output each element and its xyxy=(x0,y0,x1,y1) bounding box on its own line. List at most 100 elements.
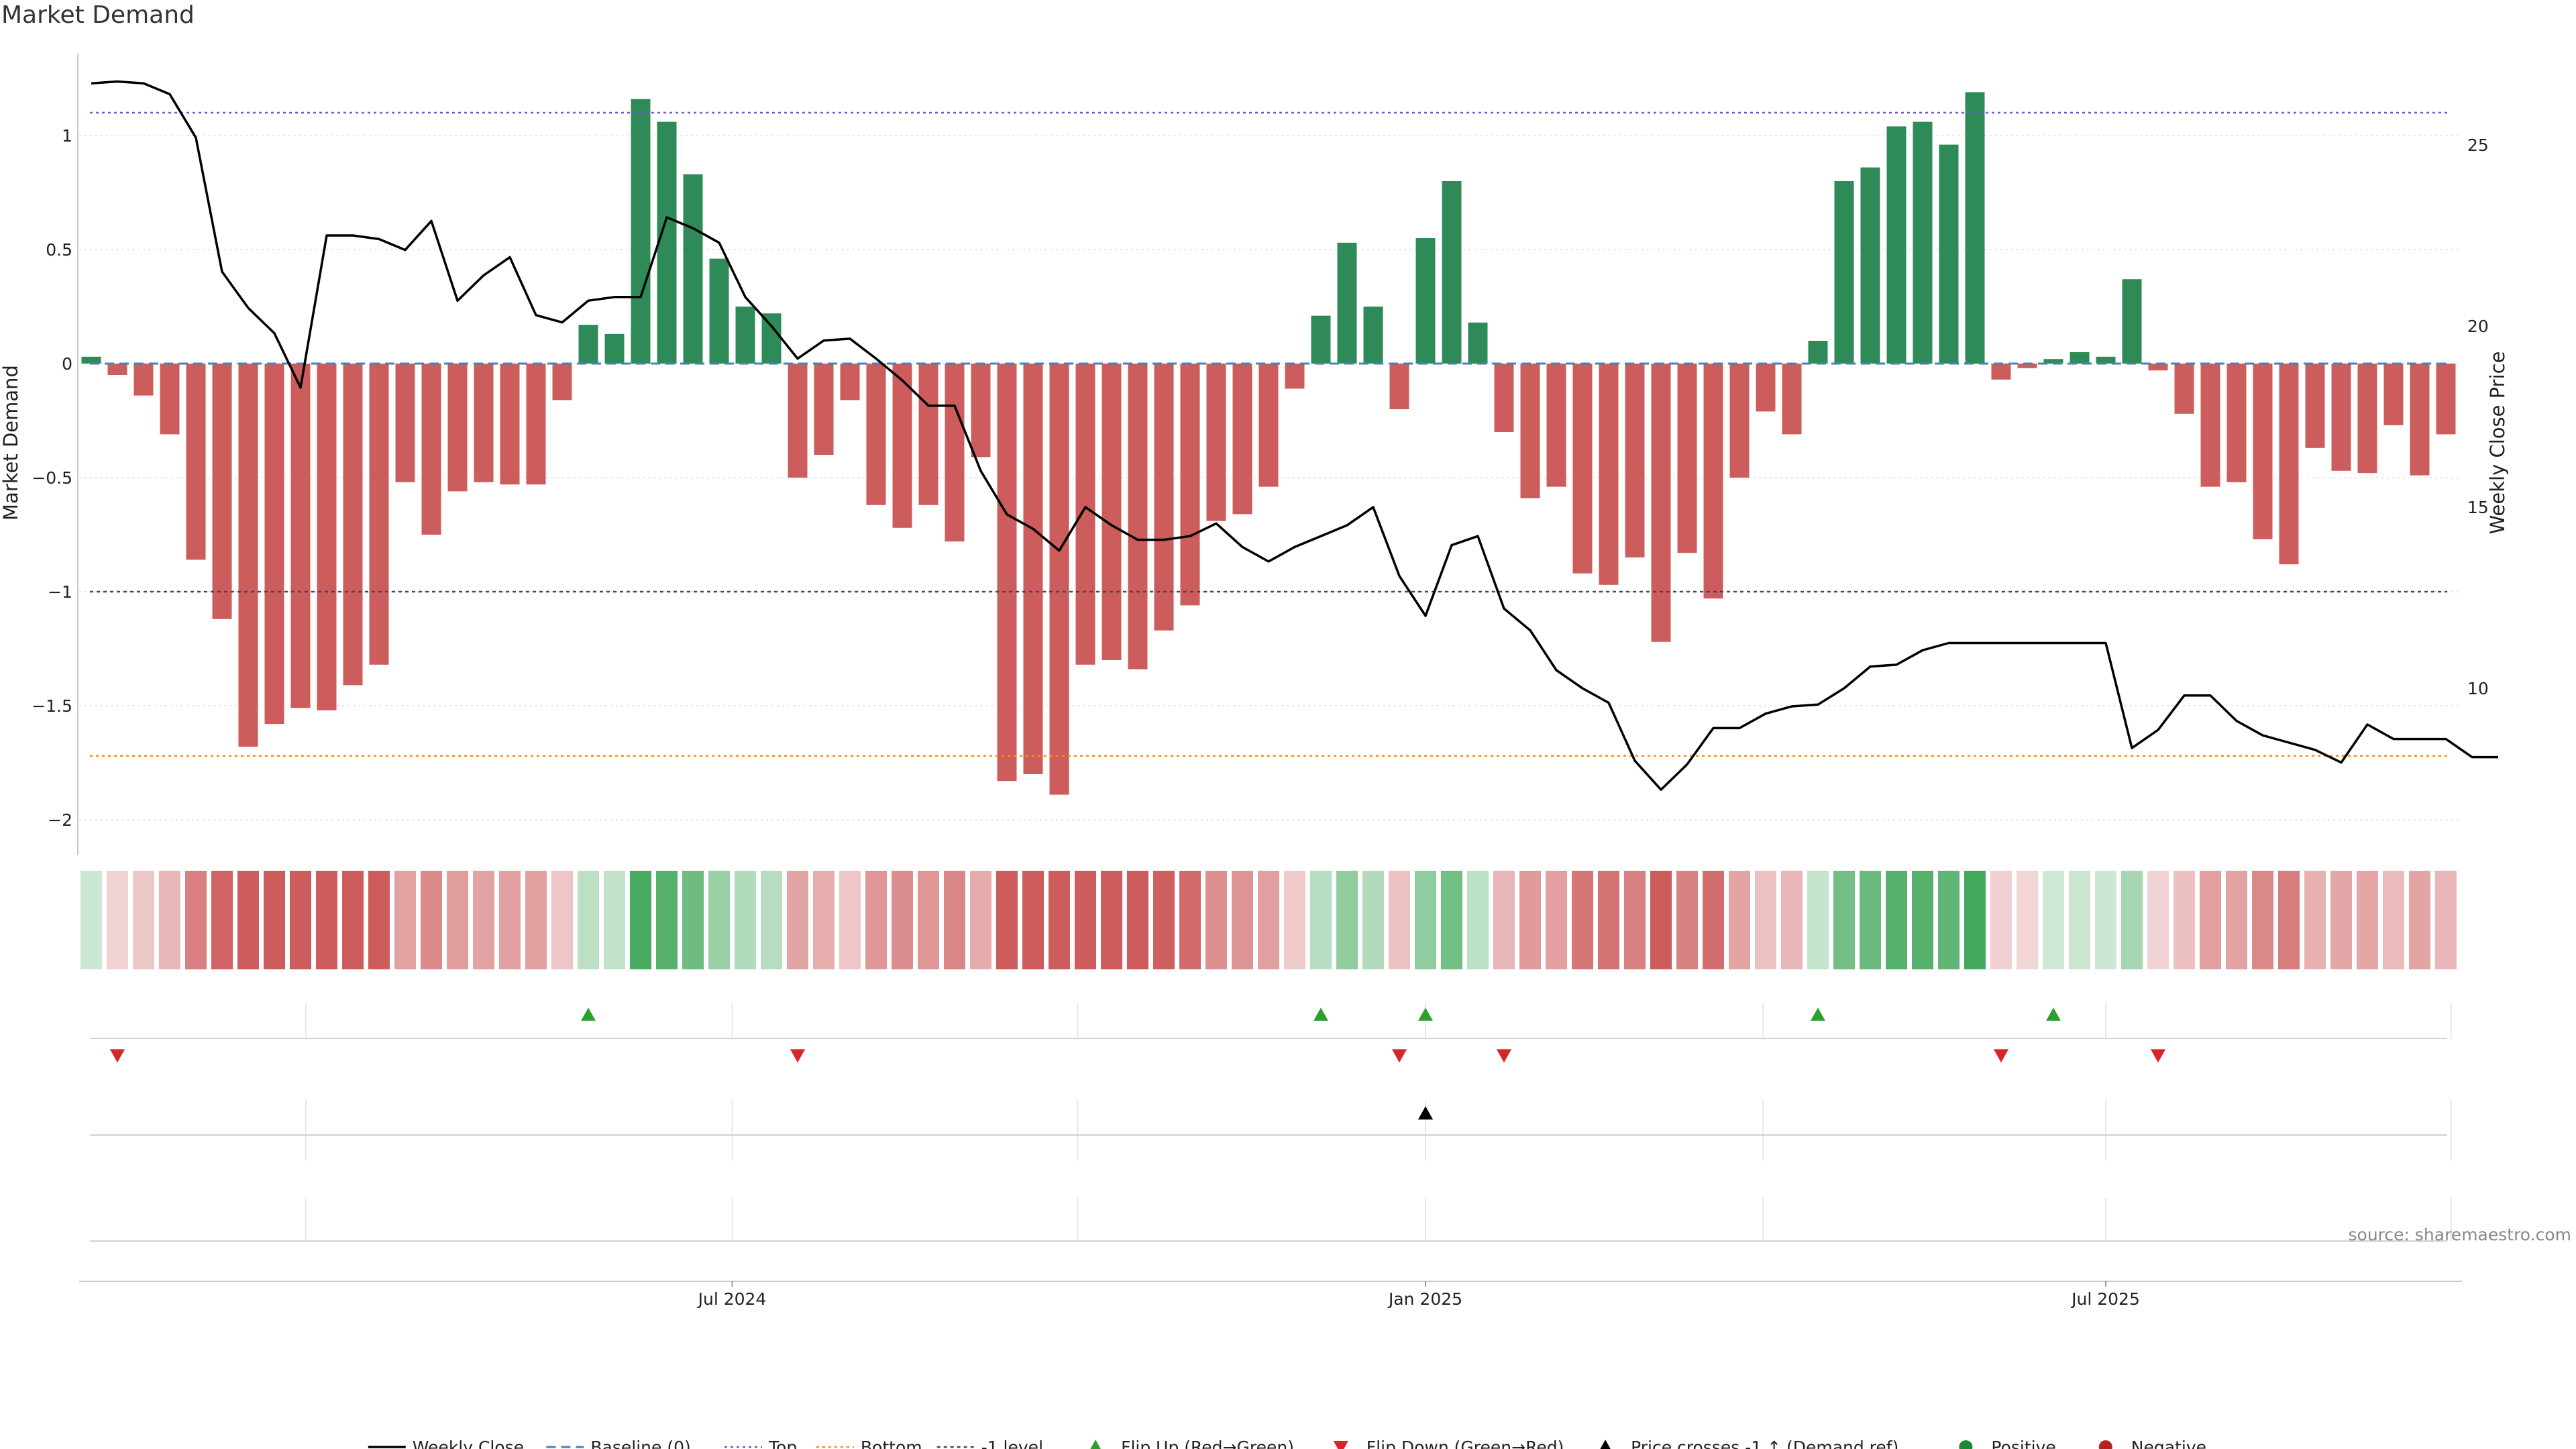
y-tick-label-right: 10 xyxy=(2467,679,2489,698)
heat-cell xyxy=(473,871,494,969)
flip-down-marker xyxy=(790,1049,805,1063)
heat-cell xyxy=(2095,871,2116,969)
demand-bar-negative xyxy=(1494,364,1514,432)
demand-bar-negative xyxy=(2436,364,2456,435)
flip-up-marker xyxy=(1418,1008,1433,1021)
demand-bar-negative xyxy=(2148,364,2168,371)
chart-title: Market Demand xyxy=(1,1,195,29)
demand-bar-negative xyxy=(1180,364,1200,606)
flip-up-marker xyxy=(1811,1008,1825,1021)
heat-cell xyxy=(813,871,835,969)
heat-cell xyxy=(1755,871,1776,969)
demand-bar-negative xyxy=(1756,364,1776,412)
demand-bar-positive xyxy=(2122,279,2142,364)
y-tick-label-right: 25 xyxy=(2467,136,2489,155)
demand-bar-positive xyxy=(735,307,755,364)
heat-cell xyxy=(2174,871,2195,969)
demand-bar-negative xyxy=(997,364,1017,782)
heat-cell xyxy=(604,871,625,969)
heat-cell xyxy=(1650,871,1672,969)
heat-cell xyxy=(1258,871,1279,969)
demand-bar-negative xyxy=(1285,364,1305,389)
demand-bar-positive xyxy=(1442,181,1462,364)
demand-bar-negative xyxy=(2305,364,2325,448)
heat-cell xyxy=(2200,871,2221,969)
price-line-layer xyxy=(91,80,2498,791)
demand-bar-positive xyxy=(761,313,782,364)
heat-cell xyxy=(211,871,233,969)
heat-strip xyxy=(80,871,2457,969)
y-tick-label-left: −1 xyxy=(48,582,72,602)
demand-bar-negative xyxy=(395,364,415,482)
heat-cell xyxy=(2252,871,2273,969)
demand-bar-negative xyxy=(264,364,284,724)
demand-bar-positive xyxy=(1415,238,1436,364)
heat-cell xyxy=(656,871,678,969)
heat-cell xyxy=(761,871,782,969)
heat-cell xyxy=(578,871,599,969)
demand-bar-negative xyxy=(1729,364,1750,478)
demand-bar-negative xyxy=(186,364,206,560)
heat-cell xyxy=(368,871,390,969)
heat-cell xyxy=(1886,871,1907,969)
legend-item-negative: Negative xyxy=(2098,1438,2206,1449)
demand-bar-negative xyxy=(1677,364,1697,553)
heat-cell xyxy=(421,871,442,969)
heat-cell xyxy=(342,871,364,969)
legend-swatch xyxy=(1333,1441,1348,1449)
demand-bar-positive xyxy=(657,121,677,364)
demand-bar-positive xyxy=(631,99,651,364)
heat-cell xyxy=(133,871,154,969)
demand-bar-negative xyxy=(160,364,180,435)
axes: 1 0.5 0 −0.5 −1 −1.5 −2 25 20 15 10 Jul 2024 Jan 202… xyxy=(32,54,2489,1309)
heat-cell xyxy=(1781,871,1803,969)
legend-swatch xyxy=(2098,1440,2112,1449)
heat-cell xyxy=(787,871,808,969)
heat-cell xyxy=(839,871,861,969)
heat-cell xyxy=(525,871,547,969)
demand-bar-negative xyxy=(2383,364,2404,425)
weekly-close-line xyxy=(91,80,2498,791)
demand-bar-negative xyxy=(918,364,938,505)
y-tick-label-left: 0.5 xyxy=(46,240,72,260)
demand-bar-positive xyxy=(1311,315,1331,364)
demand-bar-negative xyxy=(526,364,546,485)
demand-bar-negative xyxy=(2410,364,2430,476)
demand-bar-negative xyxy=(2331,364,2351,471)
legend-item-baseline: Baseline (0) xyxy=(546,1438,691,1449)
demand-bar-negative xyxy=(1782,364,1802,435)
legend-swatch xyxy=(1959,1440,1973,1449)
flip-down-marker xyxy=(110,1049,125,1063)
demand-bar-positive xyxy=(1337,242,1357,364)
heat-cell xyxy=(1912,871,1933,969)
demand-bar-negative xyxy=(1128,364,1148,669)
legend-item-flip-up: Flip Up (Red→Green) xyxy=(1090,1438,1294,1449)
flip-down-marker xyxy=(2151,1049,2165,1063)
heat-cell xyxy=(2121,871,2143,969)
demand-bar-negative xyxy=(1102,364,1122,660)
demand-bar-negative xyxy=(474,364,494,482)
heat-cell xyxy=(2147,871,2169,969)
demand-bar-positive xyxy=(81,356,101,364)
legend-label: Baseline (0) xyxy=(590,1438,690,1449)
heat-cell xyxy=(264,871,285,969)
heat-cell xyxy=(865,871,887,969)
price-cross-marker xyxy=(1418,1106,1433,1120)
heat-cell xyxy=(2226,871,2247,969)
y-tick-label-right: 15 xyxy=(2467,498,2489,517)
demand-bar-positive xyxy=(709,258,729,364)
heat-cell xyxy=(708,871,730,969)
legend-swatch xyxy=(1600,1440,1611,1449)
heat-cell xyxy=(1624,871,1646,969)
demand-bar-negative xyxy=(212,364,232,619)
heat-cell xyxy=(1467,871,1489,969)
heat-cell xyxy=(2069,871,2090,969)
heat-cell xyxy=(1572,871,1593,969)
legend-label: Price crosses -1 ↑ (Demand ref) xyxy=(1631,1438,1898,1449)
heat-cell xyxy=(1284,871,1305,969)
demand-bar-negative xyxy=(2200,364,2220,487)
heat-cell xyxy=(630,871,651,969)
heat-cell xyxy=(1546,871,1567,969)
heat-cell xyxy=(80,871,102,969)
heat-cell xyxy=(1362,871,1384,969)
